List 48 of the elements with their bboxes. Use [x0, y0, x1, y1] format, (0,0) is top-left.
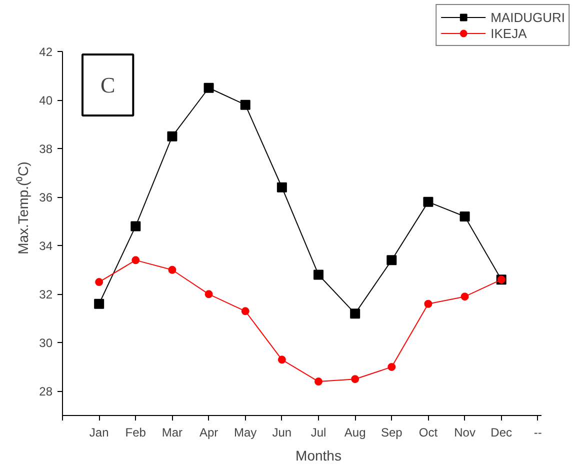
- x-tick-label: Jan: [89, 426, 109, 440]
- x-tick-label: Oct: [418, 426, 438, 440]
- point: [424, 300, 432, 308]
- point: [423, 196, 434, 207]
- y-tick-label: 32: [39, 288, 53, 302]
- point: [350, 308, 360, 319]
- point: [168, 266, 176, 274]
- point: [351, 375, 360, 384]
- y-tick-label: 28: [39, 384, 53, 399]
- point: [278, 356, 286, 364]
- point: [204, 290, 213, 298]
- point: [132, 256, 140, 264]
- point: [241, 307, 250, 316]
- x-tick-label: Apr: [199, 426, 218, 440]
- y-tick-label: 36: [39, 190, 53, 205]
- point: [314, 270, 324, 280]
- x-tick-label: Jun: [272, 426, 292, 440]
- y-tick-label: 30: [39, 336, 53, 350]
- x-tick-label: --: [534, 426, 542, 440]
- legend-label: IKEJA: [490, 25, 527, 41]
- y-tick-label: 38: [39, 142, 53, 156]
- x-axis-title: Months: [296, 448, 342, 464]
- point: [314, 378, 322, 386]
- x-tick-label: May: [234, 426, 257, 440]
- y-tick-label: 42: [39, 44, 53, 59]
- point: [276, 182, 287, 192]
- annotation: C: [100, 72, 116, 98]
- point: [460, 292, 469, 301]
- point: [130, 221, 141, 232]
- point: [167, 131, 178, 142]
- x-tick-label: Jul: [310, 426, 326, 440]
- point: [386, 255, 397, 266]
- point: [95, 278, 104, 286]
- x-tick-label: Mar: [162, 426, 183, 440]
- point: [94, 298, 104, 309]
- legend-label: MAIDUGURI: [490, 9, 565, 25]
- x-tick-label: Sep: [380, 426, 403, 440]
- point: [240, 100, 250, 110]
- x-tick-label: Aug: [344, 426, 366, 440]
- x-tick-label: Feb: [125, 426, 146, 440]
- y-tick-label: 40: [39, 94, 53, 108]
- y-tick-label: 34: [39, 239, 53, 254]
- y-axis-title: Max.Temp.(⁰C): [15, 162, 32, 254]
- x-tick-label: Nov: [454, 426, 476, 440]
- x-tick-label: Dec: [490, 426, 512, 440]
- point: [460, 211, 470, 222]
- point: [388, 362, 396, 371]
- point: [204, 82, 214, 93]
